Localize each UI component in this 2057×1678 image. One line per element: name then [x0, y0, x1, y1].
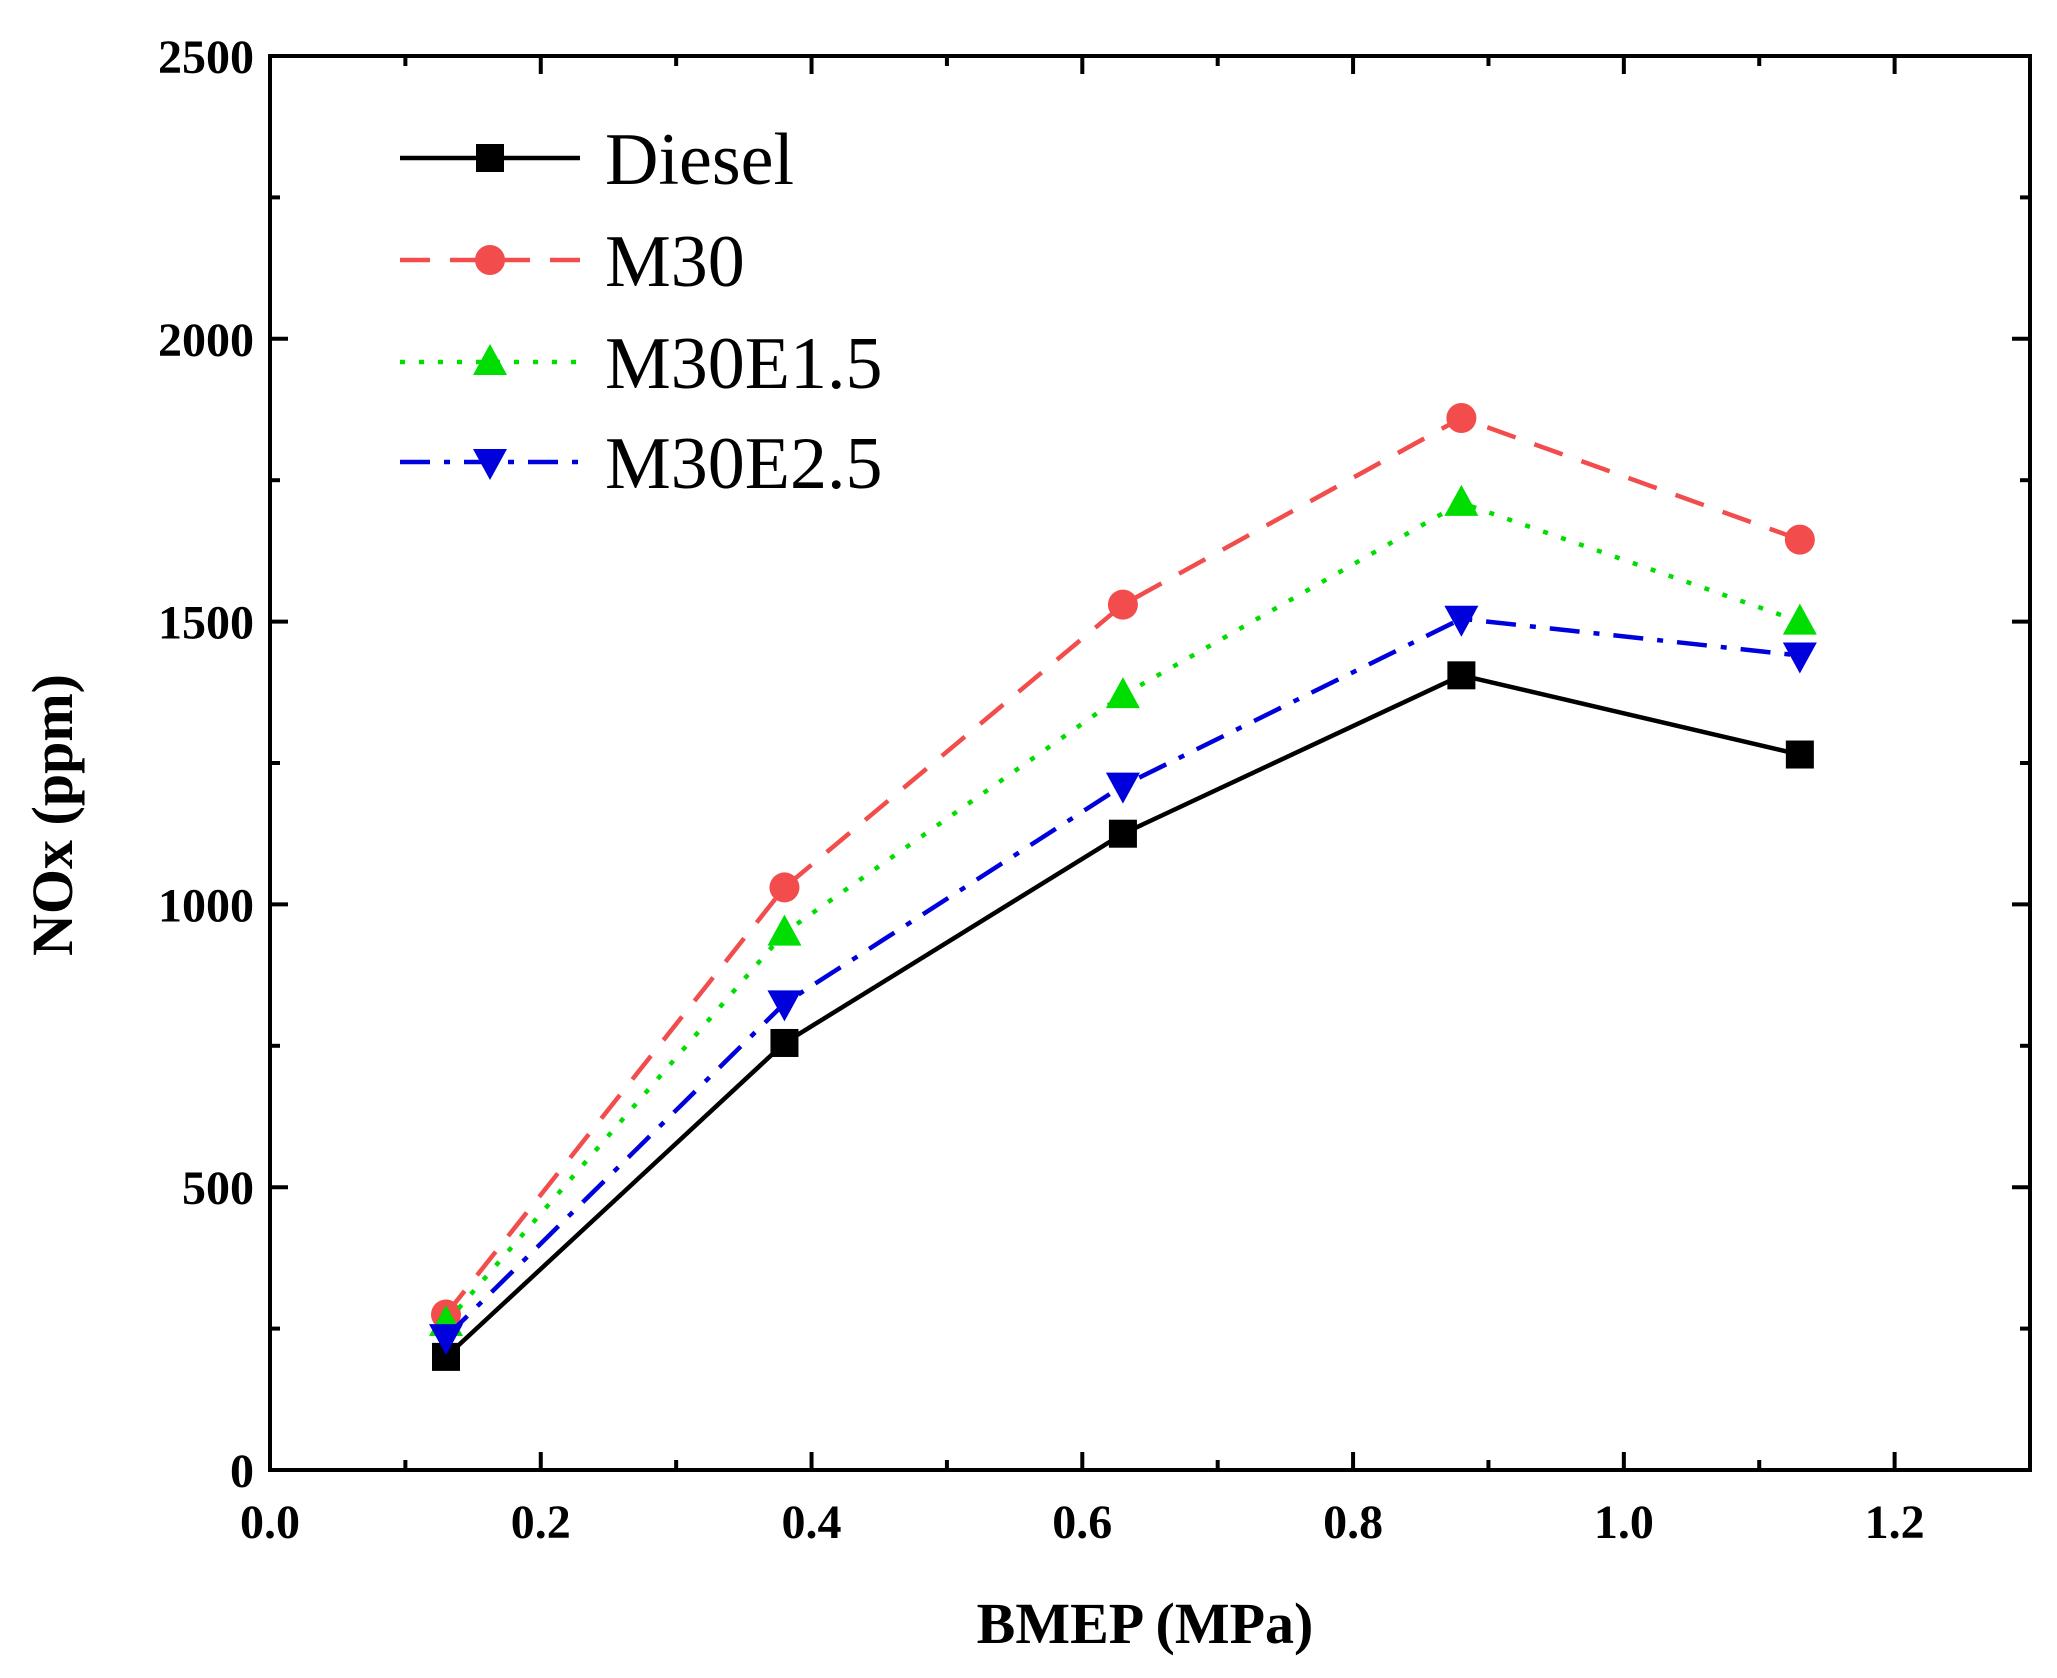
data-point-diesel: [770, 1028, 799, 1057]
data-point-diesel: [1108, 819, 1137, 848]
legend-marker-diesel: [476, 144, 504, 172]
series-line-m30e2-5: [444, 616, 1801, 1339]
series-diesel: [432, 661, 1814, 1371]
series-layer: [429, 402, 1817, 1371]
data-point-m30: [1107, 589, 1138, 620]
data-point-m30e2-5: [1105, 772, 1140, 804]
legend-marker-m30: [475, 245, 505, 275]
legend-item-m30e1-5: M30E1.5: [400, 323, 883, 405]
x-tick-label: 1.0: [1594, 1496, 1654, 1549]
legend-marker-m30e1-5: [473, 344, 507, 375]
legend-item-m30: M30: [400, 221, 745, 303]
data-point-m30e2-5: [429, 1324, 463, 1356]
legend-marker-m30e2-5: [473, 449, 507, 480]
series-line-m30: [444, 415, 1801, 1316]
y-tick-label: 0: [230, 1445, 254, 1498]
x-axis-title: BMEP (MPa): [977, 1591, 1314, 1656]
axes: 0.0 0.2 0.4 0.6 0.8 1.0 1.2 0 500 1000 1500 2000 250…: [158, 31, 2032, 1549]
data-point-m30: [1446, 402, 1477, 433]
x-tick-label: 0.2: [511, 1496, 571, 1549]
legend-label-m30e2-5: M30E2.5: [605, 423, 883, 505]
legend-label-m30: M30: [605, 221, 745, 303]
data-point-m30e1-5: [767, 914, 802, 946]
x-tick-label: 0.6: [1052, 1496, 1112, 1549]
series-m30: [431, 402, 1815, 1330]
plot-frame: [268, 54, 2032, 1472]
y-axis-title: NOx (ppm): [20, 674, 85, 956]
data-point-m30e1-5: [1782, 603, 1817, 635]
data-point-diesel: [1785, 740, 1814, 769]
data-point-m30e2-5: [767, 990, 802, 1022]
y-tick-label: 1500: [158, 597, 254, 650]
series-m30e2-5: [429, 605, 1817, 1356]
legend-item-diesel: Diesel: [400, 119, 794, 201]
y-tick-label: 2000: [158, 314, 254, 367]
x-tick-label: 0.4: [782, 1496, 842, 1549]
y-tick-label: 1000: [158, 879, 254, 932]
x-tick-label: 1.2: [1865, 1496, 1925, 1549]
legend-label-m30e1-5: M30E1.5: [605, 323, 883, 405]
y-tick-label: 500: [182, 1162, 254, 1215]
x-tick-label: 0.0: [240, 1496, 300, 1549]
y-tick-label: 2500: [158, 31, 254, 84]
legend: Diesel M30 M30E1.5 M30E2.5: [400, 119, 883, 505]
data-point-m30: [1784, 524, 1815, 555]
legend-item-m30e2-5: M30E2.5: [400, 423, 883, 505]
x-tick-label: 0.8: [1323, 1496, 1383, 1549]
data-point-m30e1-5: [1444, 484, 1479, 516]
data-point-m30e2-5: [1782, 642, 1817, 674]
series-line-m30e1-5: [444, 500, 1801, 1325]
legend-label-diesel: Diesel: [605, 119, 794, 201]
data-point-m30: [769, 872, 800, 903]
data-point-diesel: [1447, 661, 1476, 690]
data-point-m30e2-5: [1444, 605, 1479, 637]
data-point-m30e1-5: [1105, 677, 1140, 709]
